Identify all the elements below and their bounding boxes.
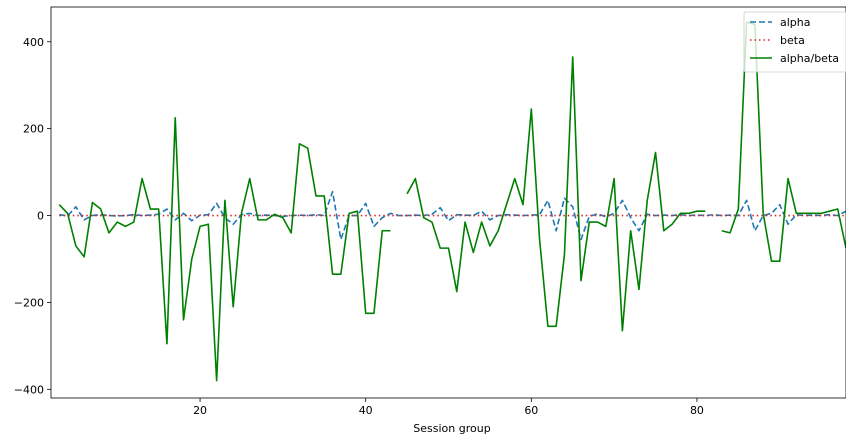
legend-label: alpha bbox=[780, 16, 811, 29]
y-tick-label: 200 bbox=[23, 123, 44, 136]
legend-label: beta bbox=[780, 34, 805, 47]
axes-layer: 20 40 60 80 −400 −200 0 200 400 bbox=[14, 6, 846, 417]
series-line-alpha-beta bbox=[721, 21, 846, 262]
y-tick-label: −200 bbox=[14, 296, 44, 309]
x-tick-label: 20 bbox=[193, 404, 207, 417]
series-line-alpha-beta bbox=[58, 116, 391, 382]
y-tick-label: −400 bbox=[14, 383, 44, 396]
x-tick-label: 40 bbox=[359, 404, 373, 417]
y-tick-label: 0 bbox=[37, 210, 44, 223]
series-line-alpha-beta bbox=[406, 56, 706, 332]
y-tick-label: 400 bbox=[23, 36, 44, 49]
x-tick-label: 60 bbox=[524, 404, 538, 417]
x-tick-label: 80 bbox=[690, 404, 704, 417]
x-axis-title: Session group bbox=[413, 422, 490, 435]
series-line-alpha bbox=[59, 190, 846, 241]
legend: alpha beta alpha/beta bbox=[743, 11, 846, 73]
plot-frame bbox=[50, 6, 846, 399]
legend-box bbox=[743, 11, 846, 73]
series-layer bbox=[58, 21, 846, 382]
plot-background bbox=[51, 7, 846, 398]
legend-label: alpha/beta bbox=[780, 52, 839, 65]
